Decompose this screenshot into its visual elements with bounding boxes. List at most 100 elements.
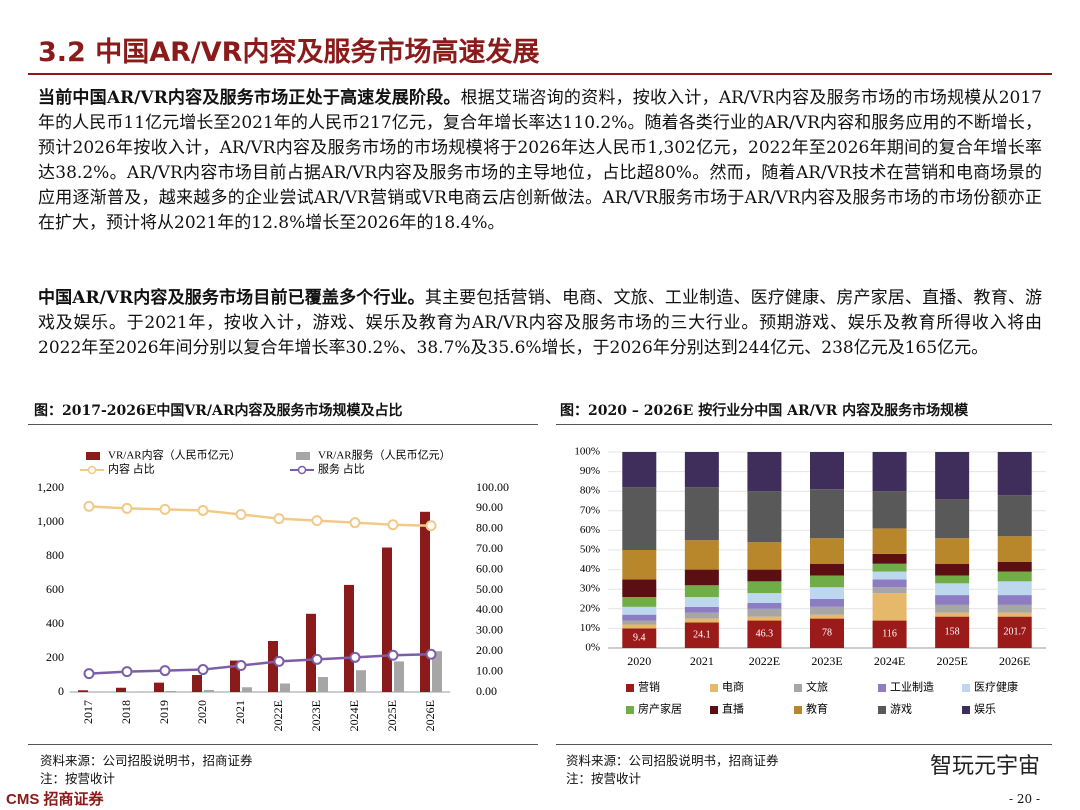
line-marker <box>387 649 399 661</box>
bar-segment <box>684 540 719 570</box>
bar-segment <box>935 563 970 576</box>
line-marker <box>349 517 361 529</box>
chart: 0% 10% 20% 30% 40% 50% 60% 70% 80% 90% 100% 2020 9.4… <box>574 446 1046 716</box>
bar-segment <box>997 616 1032 648</box>
bar-segment <box>810 618 844 648</box>
bar-segment <box>997 495 1032 537</box>
bar <box>204 689 214 692</box>
bar-segment <box>747 608 782 617</box>
bar-segment <box>622 624 657 629</box>
bar <box>344 584 354 692</box>
bar-segment <box>810 563 844 576</box>
y2-tick-label: 80.00 <box>476 521 503 535</box>
bar-segment <box>747 616 782 621</box>
legend-swatch <box>626 706 634 714</box>
bar-segment <box>872 491 907 529</box>
bar-segment <box>997 452 1032 496</box>
bar-segment <box>684 569 719 586</box>
bar-segment <box>872 587 907 594</box>
line-marker <box>425 648 437 660</box>
legend-label: 服务 占比 <box>318 462 365 476</box>
bar-segment <box>872 452 907 492</box>
bar-segment <box>997 536 1032 562</box>
legend-swatch <box>962 706 970 714</box>
legend-swatch <box>710 684 718 692</box>
legend-label: 电商 <box>722 680 744 694</box>
y2-tick-label: 90.00 <box>476 500 503 514</box>
y-tick-label: 10% <box>580 622 600 634</box>
bar-segment <box>747 602 782 609</box>
bar-segment <box>997 581 1032 596</box>
bar <box>420 511 430 692</box>
legend-swatch <box>878 706 886 714</box>
bar-segment <box>810 575 844 588</box>
bar-segment <box>997 612 1032 617</box>
x-tick-label: 2023E <box>309 700 323 731</box>
source: 资料来源：公司招股说明书，招商证券 <box>40 753 253 768</box>
y2-tick-label: 10.00 <box>476 663 503 677</box>
legend-label: 教育 <box>806 702 828 716</box>
data-label: 9.4 <box>633 632 646 643</box>
bar-segment <box>747 620 782 648</box>
bar-segment <box>747 491 782 543</box>
bar-segment <box>684 622 719 648</box>
title-rule <box>28 73 1052 75</box>
legend-swatch <box>86 452 100 460</box>
bar-segment <box>935 604 970 613</box>
y-tick-label: 80% <box>580 485 600 497</box>
bar-segment <box>997 561 1032 572</box>
bar-segment <box>872 620 907 648</box>
y-tick-label: 200 <box>46 650 64 664</box>
bar-segment <box>810 489 844 539</box>
x-tick-label: 2021 <box>233 700 247 724</box>
data-label: 158 <box>945 627 960 638</box>
legend-label: VR/AR服务（人民币亿元） <box>318 449 451 462</box>
bar <box>306 613 316 692</box>
line <box>88 653 432 675</box>
note: 注：按营收计 <box>566 771 642 786</box>
bar-segment <box>747 569 782 582</box>
y-tick-label: 400 <box>46 616 64 630</box>
chart-title: 图：2017-2026E中国VR/AR内容及服务市场规模及占比 <box>34 403 403 419</box>
bar-segment <box>810 599 844 607</box>
line-marker <box>121 502 133 514</box>
x-tick-label: 2022E <box>749 654 780 668</box>
bar-segment <box>872 553 907 564</box>
legend-label: 内容 占比 <box>108 462 155 476</box>
bar-segment <box>747 452 782 492</box>
y2-tick-label: 70.00 <box>476 541 503 555</box>
legend-label: VR/AR内容（人民币亿元） <box>108 448 241 462</box>
legend-label: 直播 <box>722 702 744 716</box>
line-marker <box>235 509 247 521</box>
bar-segment <box>810 614 844 619</box>
bar <box>318 677 328 692</box>
bar <box>192 675 202 692</box>
bar-segment <box>622 614 657 621</box>
bar-segment <box>872 579 907 588</box>
bar-segment <box>747 542 782 570</box>
x-tick-label: 2025E <box>385 700 399 731</box>
bar-segment <box>747 581 782 594</box>
legend-label: 工业制造 <box>890 680 934 694</box>
bar <box>78 690 88 692</box>
chart-rule <box>28 424 538 425</box>
bar-segment <box>684 585 719 598</box>
note: 注：按营收计 <box>40 771 116 786</box>
x-tick-label: 2020 <box>195 700 209 724</box>
x-tick-label: 2024E <box>347 700 361 731</box>
bar <box>356 670 366 692</box>
y-tick-label: 50% <box>580 544 600 556</box>
data-label: 116 <box>882 629 897 640</box>
x-tick-label: 2026E <box>423 700 437 731</box>
bar-segment <box>622 628 657 648</box>
chart-rule <box>556 424 1052 425</box>
paragraph: 中国AR/VR内容及服务市场目前已覆盖多个行业。其主要包括营销、电商、文旅、工业… <box>38 286 1042 361</box>
line-marker <box>121 666 133 678</box>
brand: 招商证券 <box>43 791 104 808</box>
x-tick-label: 2018 <box>119 700 133 724</box>
legend-label: 文旅 <box>806 680 828 694</box>
line-marker <box>197 504 209 516</box>
line-marker <box>387 519 399 531</box>
bar <box>242 687 252 692</box>
page-title: 3.2 中国AR/VR内容及服务市场高速发展 <box>38 37 540 68</box>
